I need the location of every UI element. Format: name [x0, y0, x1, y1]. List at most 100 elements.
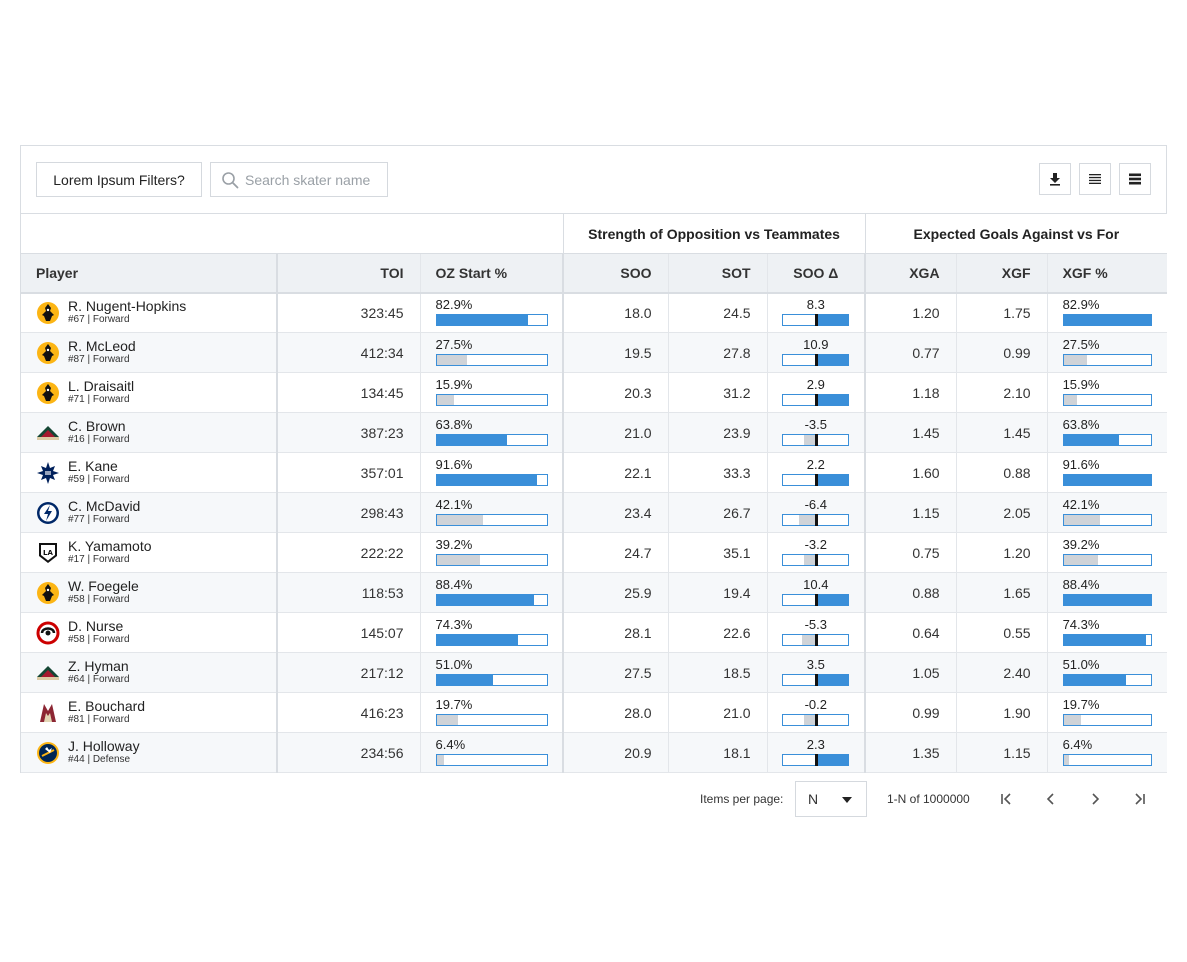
oz-start-bar	[435, 473, 548, 486]
column-header-xgf[interactable]: XGF	[955, 253, 1048, 294]
player-name[interactable]: C. Brown	[68, 418, 126, 434]
xgf-pct-value: 51.0%	[1062, 656, 1100, 672]
table-row[interactable]: E. Bouchard #81 | Forward 416:23 19.7% 28.0 2…	[21, 692, 1168, 733]
column-header-soo[interactable]: SOO	[562, 253, 669, 294]
team-logo-leafs-icon	[37, 461, 59, 484]
player-cell[interactable]: R. McLeod #87 | Forward	[21, 332, 277, 373]
oz-start-bar	[435, 753, 548, 766]
table-row[interactable]: R. Nugent-Hopkins #67 | Forward 323:45 82.9…	[21, 292, 1168, 333]
xga-cell: 1.15	[864, 492, 957, 533]
last-page-button[interactable]	[1127, 787, 1151, 811]
first-page-button[interactable]	[995, 787, 1019, 811]
chevron-right-icon	[1092, 793, 1100, 805]
player-cell[interactable]: E. Bouchard #81 | Forward	[21, 692, 277, 733]
filters-button[interactable]: Lorem Ipsum Filters?	[36, 162, 202, 197]
sot-cell: 26.7	[667, 492, 768, 533]
player-cell[interactable]: Z. Hyman #64 | Forward	[21, 652, 277, 693]
player-name[interactable]: R. Nugent-Hopkins	[68, 298, 187, 315]
search-input[interactable]	[245, 171, 385, 188]
soo-cell: 18.0	[562, 292, 669, 333]
oz-start-value: 74.3%	[435, 616, 473, 632]
player-name[interactable]: Z. Hyman	[68, 658, 129, 674]
player-name[interactable]: C. McDavid	[68, 498, 141, 514]
team-logo-lightning-icon	[37, 501, 59, 524]
soo-delta-bar	[782, 473, 850, 486]
player-cell[interactable]: R. Nugent-Hopkins #67 | Forward	[21, 292, 277, 333]
pagination-range: 1-N of 1000000	[887, 792, 970, 806]
table-row[interactable]: C. Brown #16 | Forward 387:23 63.8% 21.0 23.9…	[21, 412, 1168, 453]
oz-start-value: 6.4%	[435, 736, 466, 752]
soo-delta-cell: -3.5	[766, 412, 866, 453]
sot-cell: 18.5	[667, 652, 768, 693]
soo-delta-bar	[782, 513, 850, 526]
column-header-toi[interactable]: TOI	[276, 253, 420, 294]
soo-delta-cell: 2.9	[766, 372, 866, 413]
column-header-xga[interactable]: XGA	[864, 253, 957, 294]
table-row[interactable]: W. Foegele #58 | Forward 118:53 88.4% 25.9 19…	[21, 572, 1168, 613]
column-header-player[interactable]: Player	[21, 253, 277, 294]
density-compact-button[interactable]	[1079, 163, 1111, 195]
player-cell[interactable]: LA K. Yamamoto #17 | Forward	[21, 532, 277, 573]
player-name[interactable]: R. McLeod	[68, 338, 136, 354]
soo-delta-cell: 2.2	[766, 452, 866, 493]
table-row[interactable]: R. McLeod #87 | Forward 412:34 27.5% 19.5 27.…	[21, 332, 1168, 373]
sot-cell: 23.9	[667, 412, 768, 453]
density-comfortable-button[interactable]	[1119, 163, 1151, 195]
xga-cell: 0.77	[864, 332, 957, 373]
table-row[interactable]: D. Nurse #58 | Forward 145:07 74.3% 28.1 22.6…	[21, 612, 1168, 653]
player-name[interactable]: D. Nurse	[68, 618, 124, 634]
next-page-button[interactable]	[1083, 787, 1107, 811]
column-header-xgf-pct[interactable]: XGF %	[1046, 253, 1168, 294]
table-row[interactable]: LA K. Yamamoto #17 | Forward 222:22 39.2% 24.…	[21, 532, 1168, 573]
player-name[interactable]: L. Draisaitl	[68, 378, 135, 394]
items-per-page-select[interactable]: N	[795, 781, 867, 817]
soo-delta-center-mark	[815, 513, 819, 526]
oz-start-bar	[435, 713, 548, 726]
player-cell[interactable]: C. Brown #16 | Forward	[21, 412, 277, 453]
xgf-cell: 0.55	[955, 612, 1048, 653]
previous-page-button[interactable]	[1039, 787, 1063, 811]
player-cell[interactable]: W. Foegele #58 | Forward	[21, 572, 277, 613]
search-icon	[222, 171, 239, 188]
table-row[interactable]: C. McDavid #77 | Forward 298:43 42.1% 23.4 26…	[21, 492, 1168, 533]
pagination-bar: Items per page: N 1-N of 1000000	[0, 781, 1187, 817]
caret-down-icon	[842, 797, 852, 803]
player-name[interactable]: W. Foegele	[68, 578, 139, 594]
toi-cell: 416:23	[276, 692, 420, 733]
xgf-pct-value: 27.5%	[1062, 336, 1100, 352]
soo-delta-cell: -3.2	[766, 532, 866, 573]
soo-delta-bar	[782, 393, 850, 406]
player-cell[interactable]: C. McDavid #77 | Forward	[21, 492, 277, 533]
player-cell[interactable]: J. Holloway #44 | Defense	[21, 732, 277, 773]
player-cell[interactable]: E. Kane #59 | Forward	[21, 452, 277, 493]
toi-cell: 134:45	[276, 372, 420, 413]
player-name[interactable]: K. Yamamoto	[68, 538, 152, 554]
xgf-pct-cell: 19.7%	[1046, 692, 1168, 733]
column-header-soo-delta[interactable]: SOO Δ	[766, 253, 866, 294]
table-row[interactable]: L. Draisaitl #71 | Forward 134:45 15.9% 20.3…	[21, 372, 1168, 413]
column-header-sot[interactable]: SOT	[667, 253, 768, 294]
column-header-oz-start[interactable]: OZ Start %	[419, 253, 564, 294]
sot-cell: 31.2	[667, 372, 768, 413]
player-cell[interactable]: L. Draisaitl #71 | Forward	[21, 372, 277, 413]
soo-delta-center-mark	[815, 753, 819, 766]
soo-cell: 28.0	[562, 692, 669, 733]
player-name[interactable]: E. Kane	[68, 458, 118, 474]
table-row[interactable]: Z. Hyman #64 | Forward 217:12 51.0% 27.5 18.5…	[21, 652, 1168, 693]
team-logo-penguins-icon	[37, 581, 59, 604]
soo-delta-value: -0.2	[804, 696, 827, 712]
player-cell[interactable]: D. Nurse #58 | Forward	[21, 612, 277, 653]
player-name[interactable]: E. Bouchard	[68, 698, 146, 714]
player-name[interactable]: J. Holloway	[68, 738, 140, 754]
oz-start-value: 39.2%	[435, 536, 473, 552]
download-button[interactable]	[1039, 163, 1071, 195]
search-box[interactable]	[210, 162, 388, 197]
xgf-pct-cell: 63.8%	[1046, 412, 1168, 453]
table-row[interactable]: E. Kane #59 | Forward 357:01 91.6% 22.1 33.3 2…	[21, 452, 1168, 493]
xgf-pct-value: 39.2%	[1062, 536, 1100, 552]
player-number-position: #71 | Forward	[68, 394, 130, 405]
table-row[interactable]: J. Holloway #44 | Defense 234:56 6.4% 20.9 18…	[21, 732, 1168, 773]
xgf-pct-bar	[1062, 513, 1152, 526]
soo-delta-center-mark	[815, 313, 819, 326]
xgf-pct-value: 19.7%	[1062, 696, 1100, 712]
